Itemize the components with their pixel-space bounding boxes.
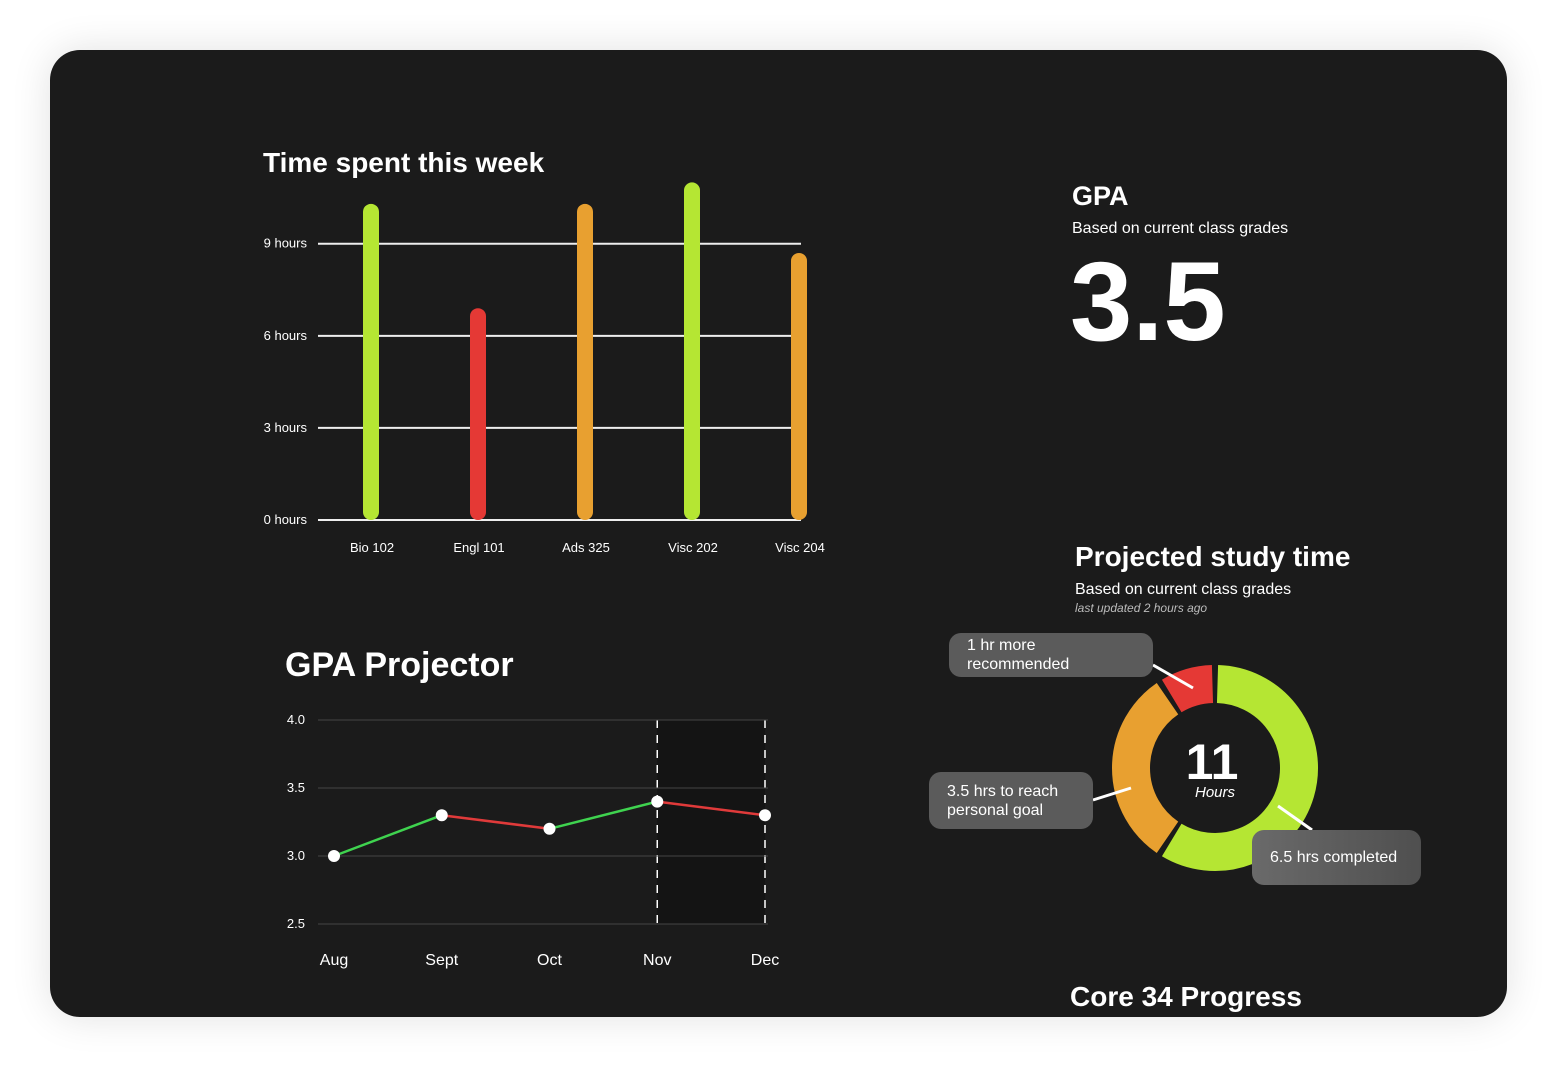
chart-subtitle: Based on current class grades [1075,581,1291,598]
donut-total-label: Hours [1195,784,1236,801]
donut-segment [1161,665,1318,871]
line-segment [441,813,550,831]
callout-connector [1092,786,1132,802]
bar [684,182,700,520]
y-tick-label: 3 hours [264,420,308,435]
data-point [435,809,448,822]
x-tick-label: Visc 204 [775,540,825,555]
data-point [651,795,664,808]
x-tick-label: Visc 202 [668,540,718,555]
gpa-subtitle: Based on current class grades [1072,220,1288,237]
y-tick-label: 0 hours [264,512,308,527]
projection-area [657,720,765,924]
x-tick-label: Sept [425,952,458,969]
y-tick-label: 2.5 [287,916,305,931]
callout: 1 hr more recommended [949,633,1153,677]
line-segment [657,800,766,817]
bar [363,203,379,520]
callout: 3.5 hrs to reach personal goal [929,772,1093,829]
y-tick-label: 4.0 [287,712,305,727]
x-tick-label: Bio 102 [350,540,394,555]
bar [791,252,807,521]
bar [470,308,486,520]
footer-title: Core 34 Progress [1070,981,1302,1012]
data-point [328,850,340,862]
x-tick-label: Engl 101 [453,540,504,555]
chart-note: last updated 2 hours ago [1075,601,1207,615]
callout-connector [1152,663,1194,690]
donut-total: 11 [1186,734,1239,790]
callout-connector [1277,804,1313,832]
y-tick-label: 3.5 [287,780,305,795]
y-tick-label: 3.0 [287,848,305,863]
line-segment [549,800,658,831]
x-tick-label: Ads 325 [562,540,610,555]
callout: 6.5 hrs completed [1252,830,1421,885]
chart-title: Time spent this week [263,147,545,178]
line-segment [333,814,443,858]
data-point [543,822,556,835]
y-tick-label: 6 hours [264,328,308,343]
y-tick-label: 9 hours [264,236,308,251]
x-tick-label: Aug [320,952,348,969]
donut-segment [1112,683,1179,853]
x-tick-label: Nov [643,952,671,969]
bar [577,203,593,520]
gpa-value: 3.5 [1070,239,1226,364]
data-point [759,809,771,822]
x-tick-label: Oct [537,952,562,969]
chart-title: Projected study time [1075,541,1350,572]
x-tick-label: Dec [751,952,779,969]
chart-title: GPA Projector [285,646,514,684]
gpa-title: GPA [1072,181,1129,211]
